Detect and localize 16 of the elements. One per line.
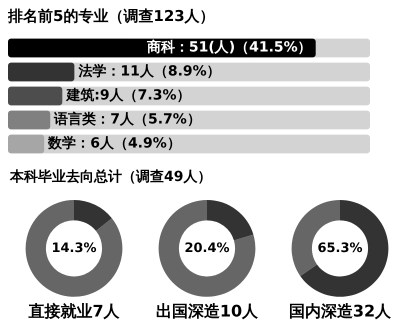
text: 国内深造32人 — [288, 302, 392, 321]
data-label: 建筑:9人（7.3%） — [65, 88, 190, 104]
text: 本科毕业去向总计（调查49人） — [10, 168, 212, 186]
bar — [8, 110, 50, 130]
text: 出国深造10人 — [156, 302, 260, 321]
data-label: 商科：51(人)（41.5%） — [146, 38, 312, 56]
bar — [8, 86, 62, 106]
bar — [8, 62, 74, 82]
data-label: 65.3% — [317, 240, 363, 256]
text: 直接就业7人 — [27, 302, 121, 321]
data-label: 20.4% — [184, 240, 230, 256]
data-label: 数学：6人（4.9%） — [47, 136, 181, 152]
data-label: 语言类：7人（5.7%） — [53, 110, 201, 128]
data-label: 法学：11人（8.9%） — [77, 64, 221, 80]
data-label: 14.3% — [51, 240, 97, 256]
bar — [8, 134, 44, 154]
